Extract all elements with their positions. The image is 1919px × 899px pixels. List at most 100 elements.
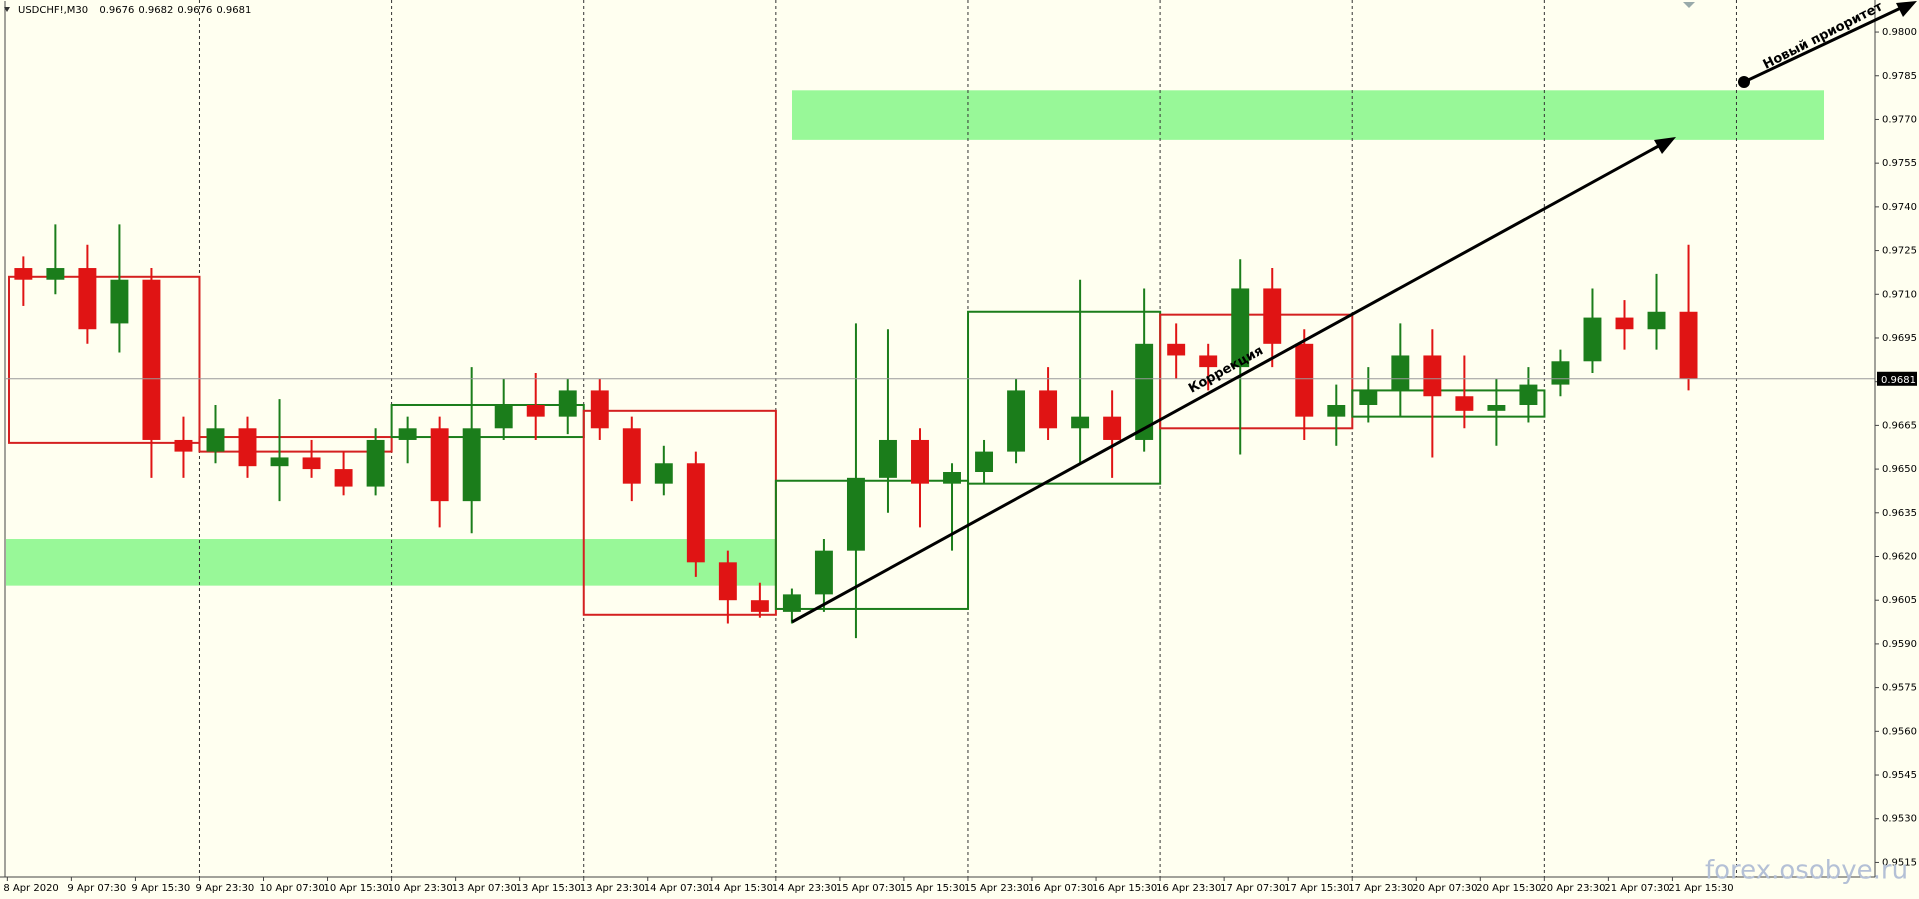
x-tick-label: 9 Apr 07:30 bbox=[67, 883, 126, 894]
axis: 8 Apr 2020 9 Apr 07:30 9 Apr 15:30 9 Apr 23… bbox=[3, 27, 1917, 894]
candle-body bbox=[1167, 343, 1186, 356]
x-tick-label: 14 Apr 23:30 bbox=[772, 883, 837, 894]
x-tick-label: 10 Apr 15:30 bbox=[324, 883, 389, 894]
candle-body bbox=[975, 451, 994, 473]
range-box bbox=[1159, 313, 1354, 430]
range-box bbox=[8, 275, 201, 444]
candle-body bbox=[270, 457, 289, 467]
x-tick-label: 16 Apr 07:30 bbox=[1028, 883, 1093, 894]
candle-body bbox=[1679, 311, 1698, 379]
boxes bbox=[8, 275, 1546, 616]
x-tick-label: 10 Apr 07:30 bbox=[260, 883, 325, 894]
x-tick-label: 10 Apr 23:30 bbox=[388, 883, 453, 894]
x-tick-label: 16 Apr 23:30 bbox=[1156, 883, 1221, 894]
x-tick-label: 20 Apr 23:30 bbox=[1540, 883, 1605, 894]
candle-body bbox=[846, 477, 865, 551]
y-tick-label: 0.9560 bbox=[1882, 726, 1917, 737]
range-box bbox=[1351, 389, 1546, 418]
candle-body bbox=[943, 472, 961, 484]
candle-body bbox=[142, 279, 161, 440]
y-tick-label: 0.9695 bbox=[1882, 333, 1917, 344]
menu-triangle[interactable] bbox=[4, 7, 10, 12]
candle-body bbox=[1231, 288, 1250, 368]
candle-body bbox=[1327, 404, 1346, 417]
candles bbox=[14, 224, 1698, 639]
trend-line bbox=[791, 141, 1665, 624]
y-tick-label: 0.9635 bbox=[1882, 508, 1917, 519]
header: USDCHF!,M30 0.9676 0.9682 0.9676 0.9681 bbox=[18, 5, 251, 16]
x-tick-label: 17 Apr 23:30 bbox=[1348, 883, 1413, 894]
candle-body bbox=[430, 428, 449, 502]
candle-body bbox=[1039, 390, 1058, 429]
y-tick-label: 0.9710 bbox=[1882, 289, 1917, 300]
candle-body bbox=[174, 439, 193, 452]
candle-body bbox=[302, 457, 321, 470]
x-tick-label: 17 Apr 15:30 bbox=[1284, 883, 1349, 894]
y-tick-label: 0.9605 bbox=[1882, 595, 1917, 606]
x-tick-label: 20 Apr 15:30 bbox=[1476, 883, 1541, 894]
candle-body bbox=[1487, 404, 1506, 411]
candle-body bbox=[1519, 384, 1538, 405]
candle-body bbox=[1071, 416, 1090, 429]
x-tick-label: 14 Apr 15:30 bbox=[708, 883, 773, 894]
y-tick-label: 0.9515 bbox=[1882, 857, 1917, 868]
arrow-head bbox=[1896, 1, 1917, 17]
y-tick-label: 0.9545 bbox=[1882, 770, 1917, 781]
candle-body bbox=[46, 268, 65, 280]
x-tick-label: 17 Apr 07:30 bbox=[1220, 883, 1285, 894]
candle-body bbox=[1007, 390, 1026, 452]
shift-marker bbox=[1683, 2, 1695, 8]
x-tick-label: 9 Apr 15:30 bbox=[131, 883, 190, 894]
watermark: forex.osobye.ru bbox=[1705, 856, 1908, 886]
x-tick-label: 8 Apr 2020 bbox=[3, 883, 58, 894]
candle-body bbox=[1647, 311, 1666, 330]
candle-body bbox=[622, 428, 641, 484]
header-value: 0.9681 bbox=[216, 5, 251, 16]
candle-body bbox=[1263, 288, 1282, 344]
candle-body bbox=[1583, 317, 1602, 362]
candle-body bbox=[206, 428, 225, 452]
candle-body bbox=[718, 562, 737, 601]
candle-body bbox=[1423, 355, 1442, 397]
y-tick-label: 0.9665 bbox=[1882, 420, 1917, 431]
candle-body bbox=[1455, 396, 1474, 411]
header-value: 0.9676 bbox=[177, 5, 212, 16]
candle-body bbox=[558, 390, 577, 417]
y-tick-label: 0.9530 bbox=[1882, 814, 1917, 825]
zone bbox=[792, 90, 1824, 140]
candle-body bbox=[814, 550, 833, 595]
candle-body bbox=[1199, 355, 1218, 368]
candle-body bbox=[1391, 355, 1410, 391]
candle-body bbox=[1615, 317, 1634, 330]
candle-body bbox=[911, 439, 929, 484]
candle-body bbox=[782, 594, 801, 612]
range-box bbox=[198, 436, 393, 453]
candle-body bbox=[78, 268, 97, 330]
zone bbox=[6, 539, 775, 586]
candle-body bbox=[879, 439, 897, 478]
x-tick-label: 14 Apr 07:30 bbox=[644, 883, 709, 894]
header-value: 0.9682 bbox=[138, 5, 173, 16]
x-tick-label: 16 Apr 15:30 bbox=[1092, 883, 1157, 894]
last-price-label: 0.9681 bbox=[1881, 375, 1916, 386]
zones bbox=[6, 90, 1824, 586]
y-tick-label: 0.9650 bbox=[1882, 464, 1917, 475]
x-tick-label: 20 Apr 07:30 bbox=[1412, 883, 1477, 894]
candle-body bbox=[750, 600, 769, 612]
x-tick-label: 21 Apr 07:30 bbox=[1604, 883, 1669, 894]
x-tick-label: 13 Apr 07:30 bbox=[452, 883, 517, 894]
y-tick-label: 0.9620 bbox=[1882, 552, 1917, 563]
x-tick-label: 15 Apr 07:30 bbox=[836, 883, 901, 894]
y-tick-label: 0.9725 bbox=[1882, 246, 1917, 257]
candle-body bbox=[238, 428, 257, 467]
candle-body bbox=[1295, 343, 1314, 417]
y-tick-label: 0.9800 bbox=[1882, 27, 1917, 38]
y-tick-label: 0.9755 bbox=[1882, 158, 1917, 169]
candle-body bbox=[590, 390, 609, 429]
candle-body bbox=[14, 268, 33, 280]
candle-body bbox=[1551, 361, 1570, 385]
x-tick-label: 15 Apr 15:30 bbox=[900, 883, 965, 894]
